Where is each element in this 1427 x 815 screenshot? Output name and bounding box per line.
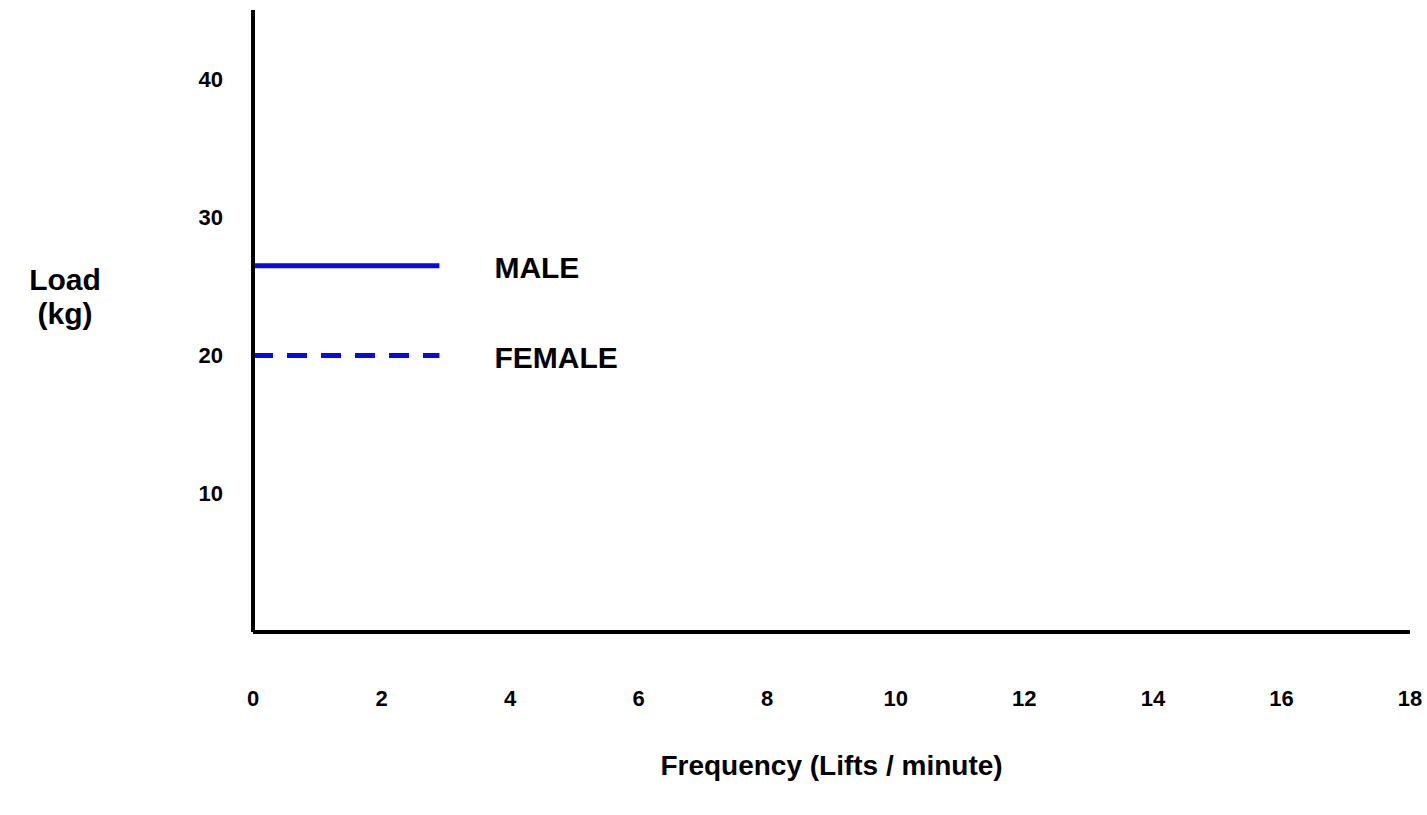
svg-text:10: 10 [199,481,223,506]
svg-text:14: 14 [1141,686,1166,711]
svg-text:16: 16 [1269,686,1293,711]
svg-text:30: 30 [199,205,223,230]
svg-text:MALE: MALE [494,251,579,284]
svg-text:40: 40 [199,67,223,92]
svg-text:FEMALE: FEMALE [494,341,617,374]
svg-text:Frequency (Lifts / minute): Frequency (Lifts / minute) [660,750,1002,781]
svg-text:20: 20 [199,343,223,368]
svg-text:6: 6 [633,686,645,711]
svg-text:0: 0 [247,686,259,711]
svg-text:8: 8 [761,686,773,711]
svg-text:18: 18 [1398,686,1422,711]
svg-text:10: 10 [884,686,908,711]
svg-text:Load(kg): Load(kg) [29,263,101,330]
svg-text:4: 4 [504,686,517,711]
svg-text:2: 2 [375,686,387,711]
svg-text:12: 12 [1012,686,1036,711]
